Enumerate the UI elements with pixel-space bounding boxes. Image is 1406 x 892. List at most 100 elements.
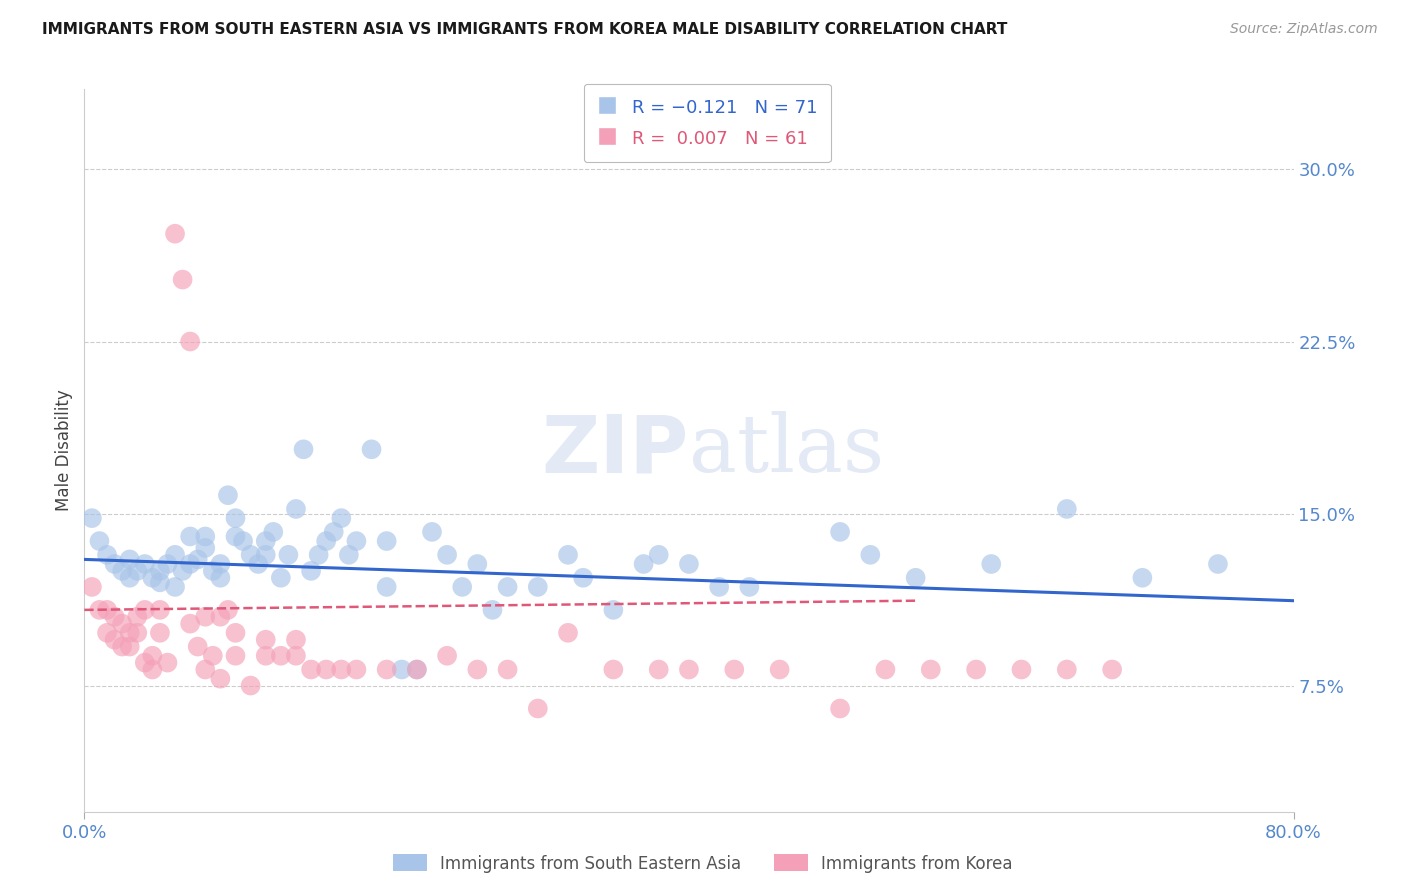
Point [111, 564, 134, 578]
Point [391, 663, 413, 677]
Point [111, 640, 134, 654]
Point [156, 557, 179, 571]
Point [239, 679, 262, 693]
Point [149, 575, 172, 590]
Point [292, 442, 315, 457]
Point [187, 640, 209, 654]
Point [111, 616, 134, 631]
Point [89, 534, 111, 549]
Point [602, 663, 624, 677]
Point [1056, 502, 1078, 516]
Point [96, 603, 118, 617]
Point [104, 632, 127, 647]
Point [769, 663, 792, 677]
Point [648, 548, 671, 562]
Point [134, 656, 156, 670]
Point [209, 571, 232, 585]
Point [436, 548, 458, 562]
Point [875, 663, 897, 677]
Point [330, 511, 353, 525]
Y-axis label: Male Disability: Male Disability [55, 390, 73, 511]
Point [904, 571, 927, 585]
Point [346, 534, 368, 549]
Point [165, 227, 187, 241]
Point [315, 534, 337, 549]
Point [134, 557, 156, 571]
Point [859, 548, 882, 562]
Point [96, 548, 118, 562]
Point [678, 663, 700, 677]
Point [172, 272, 194, 286]
Point [496, 580, 519, 594]
Point [179, 616, 201, 631]
Point [254, 632, 277, 647]
Point [209, 557, 232, 571]
Point [217, 603, 239, 617]
Legend: Immigrants from South Eastern Asia, Immigrants from Korea: Immigrants from South Eastern Asia, Immi… [387, 847, 1019, 880]
Point [308, 548, 330, 562]
Point [299, 663, 322, 677]
Point [172, 564, 194, 578]
Point [127, 625, 149, 640]
Point [406, 663, 429, 677]
Point [738, 580, 761, 594]
Point [179, 557, 201, 571]
Point [557, 625, 579, 640]
Point [165, 580, 187, 594]
Point [277, 548, 299, 562]
Point [709, 580, 731, 594]
Point [270, 571, 292, 585]
Point [209, 672, 232, 686]
Text: Source: ZipAtlas.com: Source: ZipAtlas.com [1230, 22, 1378, 37]
Point [375, 663, 398, 677]
Point [648, 663, 671, 677]
Point [285, 632, 308, 647]
Point [118, 625, 141, 640]
Point [254, 548, 277, 562]
Point [315, 663, 337, 677]
Point [225, 529, 247, 543]
Point [1056, 663, 1078, 677]
Point [149, 603, 172, 617]
Point [420, 524, 443, 539]
Point [1130, 571, 1153, 585]
Point [572, 571, 595, 585]
Point [201, 564, 224, 578]
Point [980, 557, 1002, 571]
Point [965, 663, 987, 677]
Point [225, 511, 247, 525]
Point [201, 648, 224, 663]
Point [322, 524, 344, 539]
Point [299, 564, 322, 578]
Point [149, 625, 172, 640]
Legend: R = −0.121   N = 71, R =  0.007   N = 61: R = −0.121 N = 71, R = 0.007 N = 61 [583, 84, 831, 162]
Point [141, 648, 163, 663]
Point [149, 564, 172, 578]
Point [194, 541, 217, 555]
Point [127, 609, 149, 624]
Point [80, 580, 103, 594]
Point [118, 552, 141, 566]
Point [179, 529, 201, 543]
Point [830, 524, 852, 539]
Point [194, 663, 217, 677]
Point [247, 557, 270, 571]
Point [239, 548, 262, 562]
Point [330, 663, 353, 677]
Point [285, 502, 308, 516]
Point [104, 609, 127, 624]
Point [375, 580, 398, 594]
Point [156, 656, 179, 670]
Point [232, 534, 254, 549]
Point [194, 529, 217, 543]
Point [678, 557, 700, 571]
Point [179, 334, 201, 349]
Point [406, 663, 429, 677]
Point [118, 571, 141, 585]
Point [134, 603, 156, 617]
Point [436, 648, 458, 663]
Point [217, 488, 239, 502]
Point [920, 663, 942, 677]
Point [496, 663, 519, 677]
Point [118, 640, 141, 654]
